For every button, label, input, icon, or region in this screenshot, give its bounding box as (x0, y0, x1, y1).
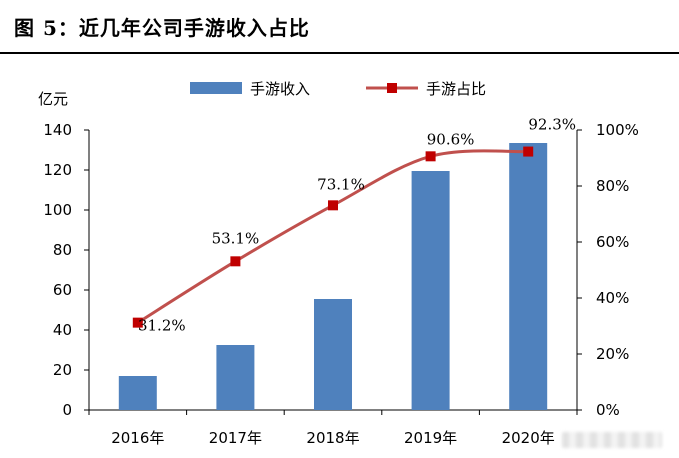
bar (118, 376, 157, 410)
title-rule (0, 52, 679, 54)
line-marker (425, 151, 436, 162)
data-label: 31.2% (138, 317, 186, 335)
y-right-tick-label: 0% (596, 401, 620, 419)
y-left-tick-label: 20 (53, 361, 72, 379)
figure-title: 图 5：近几年公司手游收入占比 (14, 16, 310, 40)
y-right-tick-label: 60% (596, 233, 629, 251)
y-left-unit: 亿元 (38, 90, 68, 108)
y-left-tick-label: 140 (43, 121, 72, 139)
y-left-tick-label: 100 (43, 201, 72, 219)
bar (216, 345, 255, 410)
y-right-tick-label: 40% (596, 289, 629, 307)
x-tick-label: 2017年 (209, 429, 262, 447)
x-tick-label: 2016年 (111, 429, 164, 447)
x-tick-label: 2018年 (306, 429, 359, 447)
legend-label-bar: 手游收入 (250, 80, 310, 98)
data-label: 73.1% (317, 175, 365, 193)
x-tick-label: 2020年 (502, 429, 555, 447)
legend-swatch-marker (387, 83, 397, 93)
line-marker (328, 200, 338, 211)
data-label: 92.3% (528, 116, 576, 134)
bar (314, 299, 352, 410)
y-left-tick-label: 40 (53, 321, 72, 339)
line-marker (230, 256, 241, 267)
y-left-tick-label: 80 (53, 241, 72, 259)
bar (509, 143, 548, 410)
y-right-tick-label: 20% (596, 345, 629, 363)
x-tick-label: 2019年 (404, 429, 457, 447)
data-label: 90.6% (427, 130, 475, 148)
y-left-tick-label: 0 (62, 401, 72, 419)
y-right-tick-label: 80% (596, 177, 629, 195)
legend-swatch-bar (190, 82, 242, 94)
watermark-blur (562, 432, 662, 448)
data-label: 53.1% (212, 229, 260, 247)
bar (411, 171, 450, 410)
legend: 手游收入 手游占比 (190, 80, 486, 98)
line-marker (523, 146, 534, 157)
y-left-tick-label: 60 (53, 281, 72, 299)
y-right-tick-label: 100% (596, 121, 639, 139)
y-left-tick-label: 120 (43, 161, 72, 179)
legend-label-line: 手游占比 (426, 80, 486, 98)
line-marker (132, 317, 143, 328)
